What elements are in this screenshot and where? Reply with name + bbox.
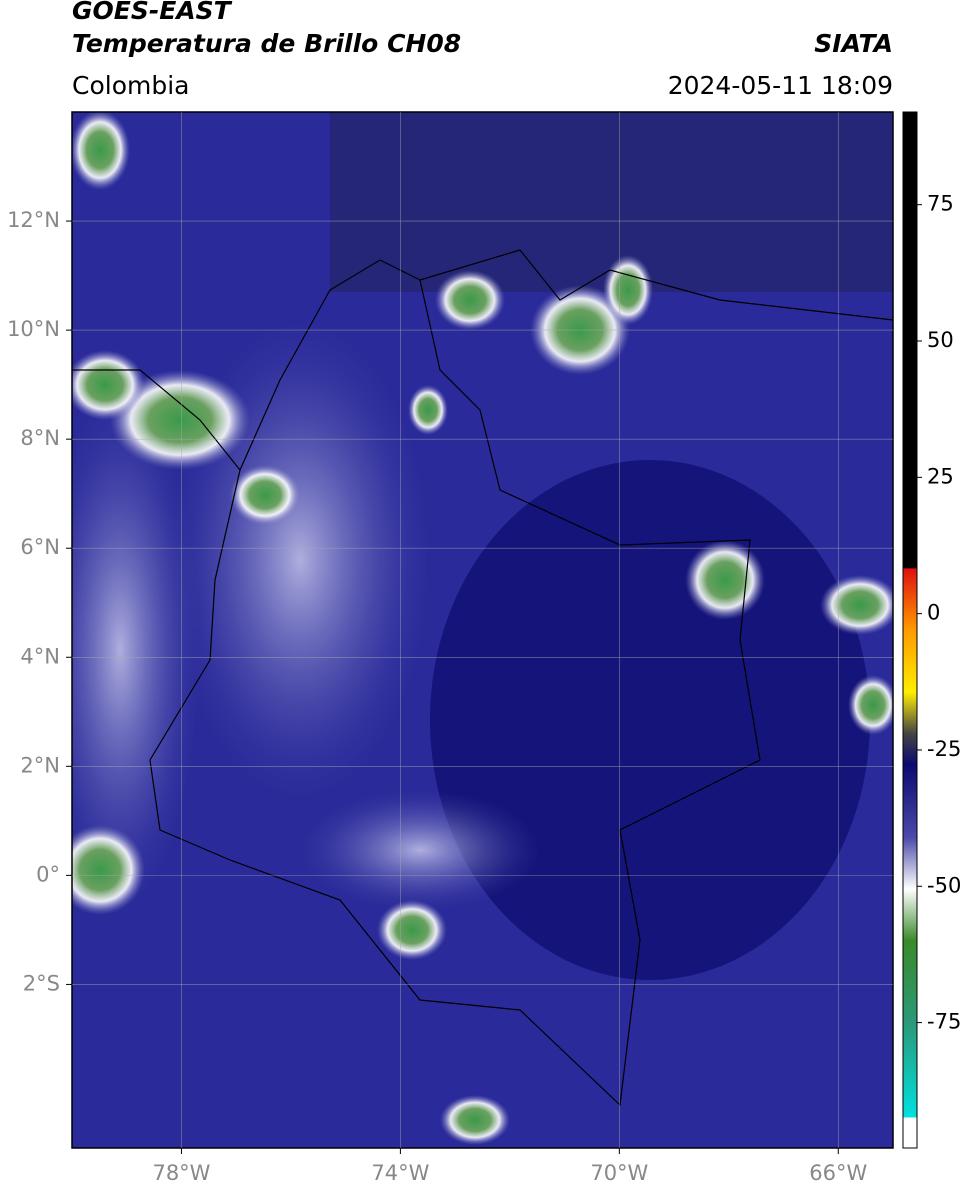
y-tick-label: 6°N [20,535,60,559]
y-tick-label: 10°N [7,317,60,341]
y-tick-label: 2°S [23,971,60,995]
y-tick-label: 4°N [20,644,60,668]
colorbar-tick-label: 75 [927,192,954,216]
timestamp: 2024-05-11 18:09 [668,71,893,100]
y-tick-label: 12°N [7,208,60,232]
subtitle: Temperatura de Brillo CH08 [72,29,461,58]
colorbar-tick-label: -50 [927,873,961,897]
x-tick-label: 66°W [809,1161,867,1185]
colorbar-tick-label: 25 [927,464,954,488]
y-tick-label: 8°N [20,426,60,450]
x-tick-label: 78°W [152,1161,210,1185]
satellite-image [72,112,893,1148]
colorbar-tick-label: 0 [927,601,940,625]
x-tick-label: 74°W [371,1161,429,1185]
title: GOES-EAST [72,0,233,25]
colorbar-tick-label: -25 [927,737,961,761]
x-tick-label: 70°W [590,1161,648,1185]
colorbar-tick-label: 50 [927,328,954,352]
colorbar [902,111,918,1149]
source: SIATA [814,29,893,58]
colorbar-tick-label: -75 [927,1010,961,1034]
y-tick-label: 0° [36,862,60,886]
y-tick-label: 2°N [20,753,60,777]
region: Colombia [72,71,189,100]
map-frame [71,111,894,1149]
